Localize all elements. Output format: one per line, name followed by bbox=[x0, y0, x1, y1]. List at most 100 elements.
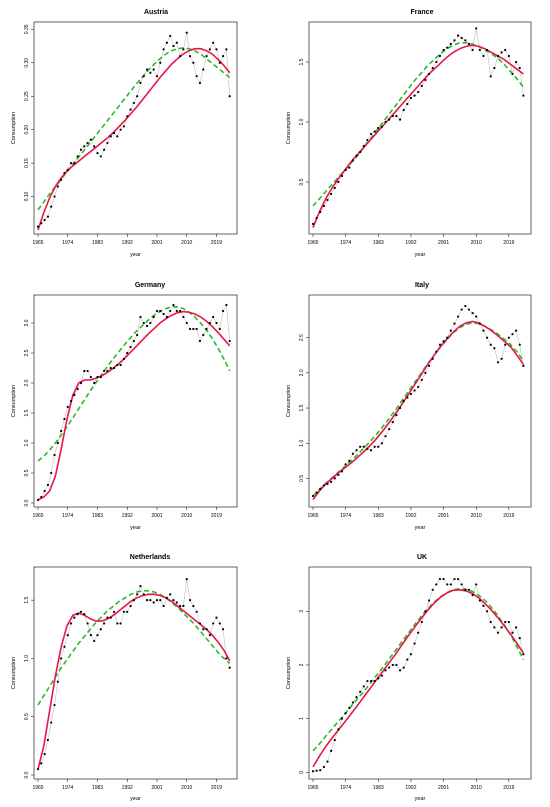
germany-ytick-label: 2.5 bbox=[24, 349, 30, 356]
germany-ytick-label: 1.0 bbox=[24, 439, 30, 446]
uk-data-point bbox=[380, 674, 384, 677]
netherlands-data-point bbox=[179, 604, 182, 608]
italy-xtick-label: 2001 bbox=[438, 513, 449, 519]
france-data-point bbox=[406, 102, 409, 106]
austria-xlabel: year bbox=[130, 252, 141, 258]
austria-data-point bbox=[109, 135, 112, 138]
italy-data-point bbox=[504, 343, 507, 346]
france-data-point bbox=[460, 36, 463, 40]
germany-data-point bbox=[155, 309, 159, 313]
netherlands-data-point bbox=[99, 628, 102, 631]
netherlands-data-point bbox=[53, 703, 56, 707]
germany-data-point bbox=[43, 489, 46, 493]
italy-data-point bbox=[475, 315, 478, 318]
austria-data-point bbox=[53, 195, 56, 198]
germany-ytick-label: 1.5 bbox=[24, 409, 30, 416]
uk-data-point bbox=[366, 679, 369, 683]
austria-ytick-label: 0.30 bbox=[24, 58, 30, 68]
uk-xlabel: year bbox=[415, 796, 426, 802]
france-data-point bbox=[369, 132, 373, 136]
france-title: France bbox=[411, 9, 434, 16]
france-data-point bbox=[377, 126, 380, 130]
germany-data-point bbox=[86, 369, 89, 373]
uk-data-point bbox=[311, 770, 315, 773]
austria-plot-frame bbox=[33, 21, 238, 235]
uk-data-point bbox=[406, 658, 409, 661]
austria-data-point bbox=[50, 205, 53, 208]
netherlands-data-point bbox=[208, 634, 211, 637]
germany-ylabel: Consumption bbox=[11, 385, 17, 417]
germany-data-point bbox=[175, 309, 178, 313]
italy-data-point bbox=[351, 452, 354, 455]
austria-data-point bbox=[40, 222, 43, 225]
netherlands-title: Netherlands bbox=[130, 554, 171, 561]
france-data-point bbox=[330, 192, 333, 196]
france-data-point bbox=[420, 84, 423, 88]
germany-xlabel: year bbox=[130, 525, 141, 531]
italy-data-point bbox=[515, 329, 518, 332]
germany-data-point bbox=[103, 369, 106, 373]
netherlands-data-point bbox=[228, 666, 231, 669]
austria-xtick-label: 1965 bbox=[32, 240, 43, 246]
italy-xtick-label: 2010 bbox=[471, 513, 482, 519]
uk-data-point bbox=[319, 769, 322, 772]
austria-data-point bbox=[195, 75, 198, 78]
netherlands-xtick-label: 2001 bbox=[151, 785, 162, 791]
germany-data-point bbox=[126, 351, 129, 355]
netherlands-data-point bbox=[139, 585, 142, 588]
france-data-point bbox=[427, 72, 431, 76]
austria-data-point bbox=[36, 225, 40, 228]
italy-xtick-label: 1983 bbox=[373, 513, 384, 519]
france-plot-frame bbox=[308, 21, 532, 235]
france-data-point bbox=[475, 27, 478, 30]
italy-data-point bbox=[467, 308, 471, 311]
uk-data-point bbox=[409, 653, 413, 656]
austria-data-point bbox=[116, 135, 119, 138]
france-data-point bbox=[467, 42, 471, 46]
germany-data-point bbox=[169, 309, 172, 313]
uk-data-point bbox=[395, 663, 398, 667]
uk-ytick-label: 2 bbox=[299, 663, 305, 666]
netherlands-data-point bbox=[89, 634, 92, 637]
austria-data-point bbox=[126, 115, 129, 118]
netherlands-ytick-label: 0.5 bbox=[24, 713, 30, 720]
italy-data-point bbox=[388, 428, 391, 431]
austria-data-point bbox=[162, 48, 165, 51]
italy-data-point bbox=[311, 494, 315, 498]
netherlands-data-point bbox=[40, 762, 43, 765]
netherlands-data-point bbox=[142, 593, 145, 596]
italy-data-point bbox=[373, 445, 376, 448]
netherlands-data-point bbox=[126, 610, 129, 613]
uk-data-point bbox=[424, 610, 427, 613]
netherlands-data-point bbox=[169, 593, 172, 596]
uk-smooth-curve bbox=[312, 587, 525, 752]
italy-data-point bbox=[507, 336, 510, 339]
italy-data-point bbox=[453, 322, 456, 325]
uk-data-point bbox=[515, 626, 518, 629]
austria-data-point bbox=[188, 54, 192, 58]
italy-data-point bbox=[337, 473, 340, 476]
italy-data-point bbox=[417, 385, 420, 389]
france-data-point bbox=[355, 154, 358, 157]
uk-data-point bbox=[431, 588, 434, 591]
italy-fit-curve bbox=[312, 320, 525, 500]
austria-data-point bbox=[56, 185, 59, 188]
germany-data-point bbox=[129, 345, 132, 349]
france-data-point bbox=[431, 66, 434, 70]
uk-data-point bbox=[500, 626, 503, 629]
austria-data-point bbox=[202, 68, 205, 71]
netherlands-data-point bbox=[159, 599, 162, 602]
netherlands-observed-line bbox=[37, 579, 230, 770]
uk-data-point bbox=[333, 739, 336, 742]
italy-data-point bbox=[518, 343, 521, 346]
italy-data-point bbox=[391, 421, 394, 424]
austria-xtick-label: 2019 bbox=[211, 240, 222, 246]
uk-plot-frame bbox=[308, 566, 532, 780]
austria-data-point bbox=[225, 48, 228, 51]
netherlands-data-point bbox=[221, 628, 225, 631]
france-data-point bbox=[518, 66, 521, 70]
france-data-point bbox=[315, 216, 318, 220]
austria-data-point bbox=[145, 68, 149, 71]
austria-data-point bbox=[142, 75, 145, 78]
germany-data-point bbox=[142, 321, 145, 325]
